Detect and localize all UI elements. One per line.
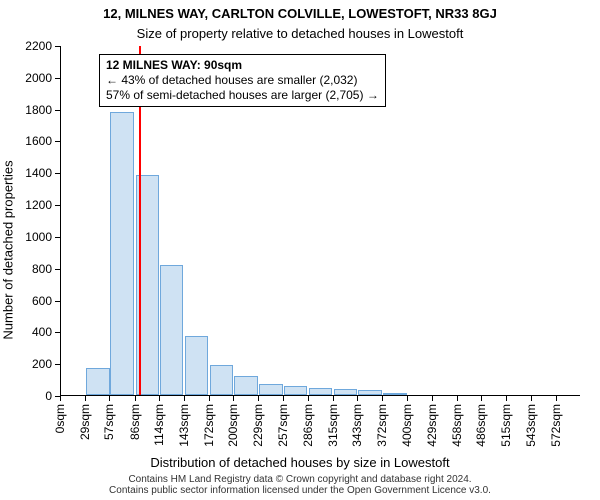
xtick-label: 86sqm bbox=[128, 404, 142, 440]
ytick-mark bbox=[55, 110, 60, 111]
xtick-mark bbox=[209, 396, 210, 401]
info-line-2: ← 43% of detached houses are smaller (2,… bbox=[106, 73, 379, 88]
ytick-mark bbox=[55, 269, 60, 270]
xtick-mark bbox=[283, 396, 284, 401]
xtick-label: 229sqm bbox=[251, 404, 265, 447]
ytick-label: 1400 bbox=[0, 166, 52, 180]
xtick-label: 286sqm bbox=[301, 404, 315, 447]
xtick-label: 486sqm bbox=[474, 404, 488, 447]
xtick-label: 0sqm bbox=[53, 404, 67, 433]
xtick-label: 343sqm bbox=[350, 404, 364, 447]
xtick-label: 458sqm bbox=[450, 404, 464, 447]
histogram-bar bbox=[383, 393, 406, 395]
xtick-label: 400sqm bbox=[400, 404, 414, 447]
ytick-label: 400 bbox=[0, 325, 52, 339]
chart-container: 12, MILNES WAY, CARLTON COLVILLE, LOWEST… bbox=[0, 0, 600, 500]
footnote: Contains HM Land Registry data © Crown c… bbox=[0, 474, 600, 496]
xtick-mark bbox=[457, 396, 458, 401]
chart-subtitle: Size of property relative to detached ho… bbox=[0, 26, 600, 41]
ytick-mark bbox=[55, 173, 60, 174]
y-axis-label: Number of detached properties bbox=[1, 160, 16, 339]
x-axis-label: Distribution of detached houses by size … bbox=[0, 455, 600, 470]
ytick-mark bbox=[55, 364, 60, 365]
xtick-label: 172sqm bbox=[202, 404, 216, 447]
histogram-bar bbox=[358, 390, 381, 395]
ytick-label: 600 bbox=[0, 294, 52, 308]
ytick-label: 1800 bbox=[0, 103, 52, 117]
info-line-1: 12 MILNES WAY: 90sqm bbox=[106, 58, 379, 73]
histogram-bar bbox=[334, 389, 357, 395]
xtick-mark bbox=[135, 396, 136, 401]
xtick-mark bbox=[432, 396, 433, 401]
ytick-mark bbox=[55, 237, 60, 238]
xtick-label: 572sqm bbox=[549, 404, 563, 447]
xtick-label: 57sqm bbox=[102, 404, 116, 440]
ytick-mark bbox=[55, 205, 60, 206]
ytick-label: 2200 bbox=[0, 39, 52, 53]
info-box: 12 MILNES WAY: 90sqm ← 43% of detached h… bbox=[99, 54, 386, 107]
ytick-mark bbox=[55, 78, 60, 79]
histogram-bar bbox=[309, 388, 332, 395]
info-line-3: 57% of semi-detached houses are larger (… bbox=[106, 88, 379, 103]
plot-area: 12 MILNES WAY: 90sqm ← 43% of detached h… bbox=[60, 46, 580, 396]
xtick-label: 143sqm bbox=[177, 404, 191, 447]
ytick-mark bbox=[55, 46, 60, 47]
ytick-label: 1000 bbox=[0, 230, 52, 244]
histogram-bar bbox=[210, 365, 233, 395]
xtick-mark bbox=[531, 396, 532, 401]
chart-title: 12, MILNES WAY, CARLTON COLVILLE, LOWEST… bbox=[0, 6, 600, 21]
xtick-label: 257sqm bbox=[276, 404, 290, 447]
xtick-mark bbox=[506, 396, 507, 401]
ytick-mark bbox=[55, 141, 60, 142]
xtick-mark bbox=[258, 396, 259, 401]
xtick-mark bbox=[109, 396, 110, 401]
histogram-bar bbox=[259, 384, 282, 395]
ytick-label: 200 bbox=[0, 357, 52, 371]
xtick-label: 29sqm bbox=[78, 404, 92, 440]
xtick-mark bbox=[85, 396, 86, 401]
xtick-mark bbox=[60, 396, 61, 401]
xtick-label: 372sqm bbox=[375, 404, 389, 447]
xtick-label: 515sqm bbox=[499, 404, 513, 447]
ytick-label: 2000 bbox=[0, 71, 52, 85]
xtick-mark bbox=[357, 396, 358, 401]
xtick-mark bbox=[308, 396, 309, 401]
ytick-label: 1200 bbox=[0, 198, 52, 212]
ytick-mark bbox=[55, 332, 60, 333]
ytick-label: 1600 bbox=[0, 134, 52, 148]
xtick-label: 114sqm bbox=[152, 404, 166, 446]
xtick-mark bbox=[481, 396, 482, 401]
xtick-mark bbox=[184, 396, 185, 401]
ytick-label: 0 bbox=[0, 389, 52, 403]
ytick-label: 800 bbox=[0, 262, 52, 276]
xtick-mark bbox=[407, 396, 408, 401]
xtick-mark bbox=[333, 396, 334, 401]
histogram-bar bbox=[234, 376, 257, 395]
xtick-mark bbox=[556, 396, 557, 401]
histogram-bar bbox=[185, 336, 208, 395]
histogram-bar bbox=[110, 112, 133, 395]
xtick-mark bbox=[382, 396, 383, 401]
xtick-label: 200sqm bbox=[226, 404, 240, 447]
ytick-mark bbox=[55, 301, 60, 302]
xtick-label: 543sqm bbox=[524, 404, 538, 447]
histogram-bar bbox=[86, 368, 109, 395]
xtick-mark bbox=[159, 396, 160, 401]
xtick-label: 315sqm bbox=[326, 404, 340, 447]
histogram-bar bbox=[160, 265, 183, 395]
xtick-mark bbox=[233, 396, 234, 401]
histogram-bar bbox=[284, 386, 307, 395]
xtick-label: 429sqm bbox=[425, 404, 439, 447]
